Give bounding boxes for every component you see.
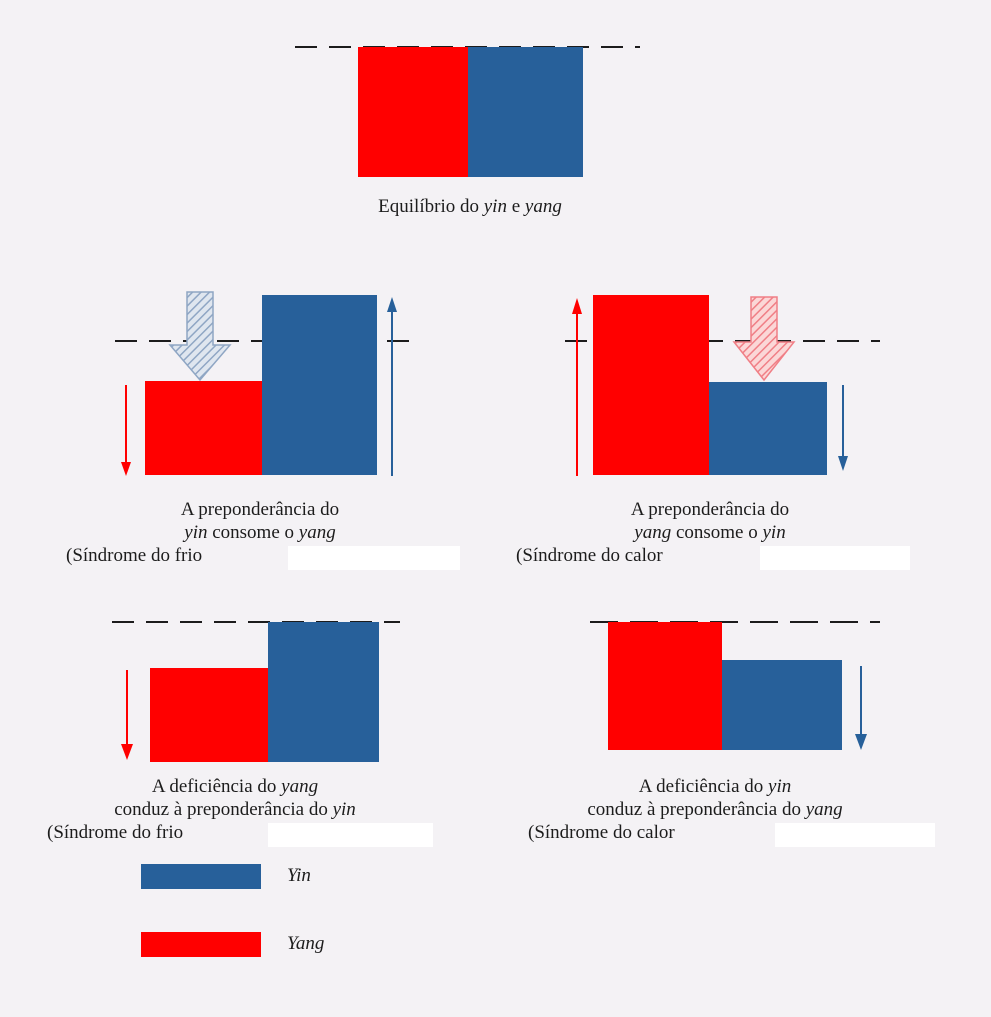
- panel-balance: [295, 46, 640, 177]
- excess-yang-yang-bar: [593, 295, 709, 475]
- deficient-yang-yang-bar: [150, 668, 268, 762]
- excess-yin-pressure-arrow-icon: [168, 291, 232, 382]
- excess-yin-yang-down-arrow-icon: [121, 385, 131, 476]
- legend-yang-label: Yang: [287, 933, 325, 954]
- deficient-yin-down-arrow-icon: [855, 666, 867, 750]
- legend-yin-swatch: [141, 864, 261, 889]
- deficient-yang-down-arrow-icon: [121, 670, 133, 760]
- caption-deficient-yang-redaction: [268, 823, 433, 847]
- caption-excess-yang-redaction: [760, 546, 910, 570]
- legend-yang-swatch: [141, 932, 261, 957]
- caption-balance: Equilíbrio do yin e yang: [378, 196, 562, 217]
- panel-excess-yang: [565, 295, 880, 476]
- excess-yang-yang-up-arrow-icon: [572, 298, 582, 476]
- panel-excess-yin: [115, 291, 415, 476]
- legend-yin-label: Yin: [287, 865, 311, 886]
- balance-yin-bar: [468, 47, 583, 177]
- caption-deficient-yin-redaction: [775, 823, 935, 847]
- excess-yin-yin-up-arrow-icon: [387, 297, 397, 476]
- caption-excess-yin-redaction: [288, 546, 460, 570]
- panel-deficient-yang: [112, 621, 400, 762]
- excess-yang-yin-bar: [709, 382, 827, 475]
- caption-excess-yang: A preponderância do yang consome o yin (…: [516, 499, 790, 566]
- caption-deficient-yin: A deficiência do yin conduz à preponderâ…: [528, 776, 843, 843]
- deficient-yin-yin-bar: [722, 660, 842, 750]
- excess-yang-yin-down-arrow-icon: [838, 385, 848, 471]
- excess-yin-yang-bar: [145, 381, 262, 475]
- excess-yin-yin-bar: [262, 295, 377, 475]
- deficient-yin-yang-bar: [608, 622, 722, 750]
- deficient-yang-yin-bar: [268, 622, 379, 762]
- panel-deficient-yin: [590, 621, 880, 750]
- caption-excess-yin: A preponderância do yin consome o yang (…: [66, 499, 340, 566]
- excess-yang-pressure-arrow-icon: [732, 296, 796, 382]
- caption-deficient-yang: A deficiência do yang conduz à preponder…: [47, 776, 356, 843]
- balance-yang-bar: [358, 47, 468, 177]
